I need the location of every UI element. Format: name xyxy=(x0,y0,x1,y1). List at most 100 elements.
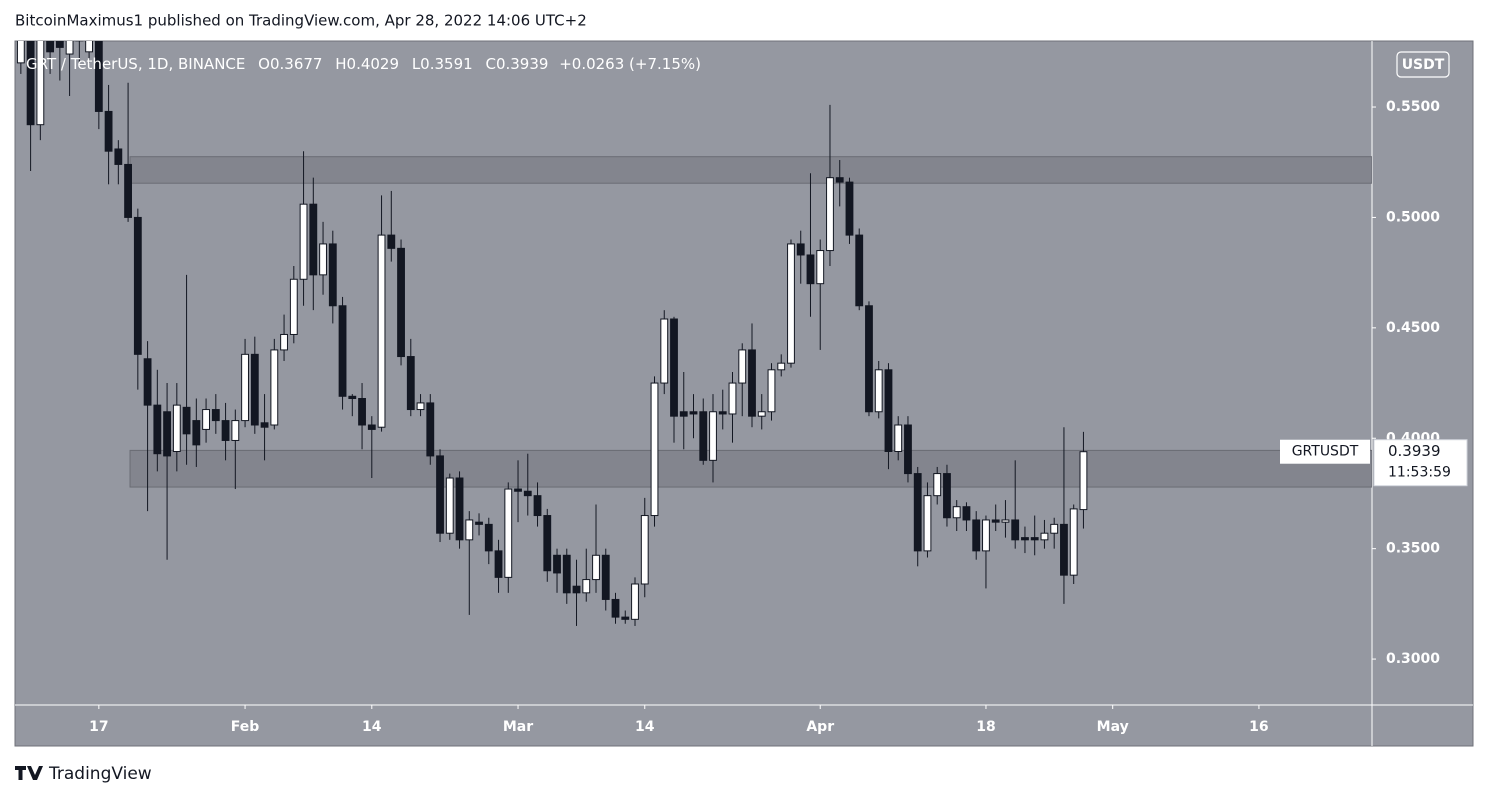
candle-body xyxy=(826,177,834,252)
candle-body xyxy=(153,404,162,455)
candle-body xyxy=(562,554,571,594)
candle-body xyxy=(406,356,415,411)
candle-body xyxy=(104,110,113,152)
price-tag-name-box xyxy=(1280,439,1370,464)
x-tick-label: 14 xyxy=(635,719,655,735)
symbol: GRT / TetherUS, 1D, BINANCE xyxy=(26,55,245,73)
candle-body xyxy=(94,41,103,112)
candle-body xyxy=(543,515,552,572)
candle-body xyxy=(202,409,210,430)
candle-body xyxy=(913,473,922,552)
y-tick-label: 0.5500 xyxy=(1386,99,1440,115)
candle-body xyxy=(933,473,942,497)
candle-body xyxy=(124,163,132,218)
candle-body xyxy=(1040,532,1049,541)
support-resistance-zone xyxy=(129,449,1372,488)
close-value: 0.3939 xyxy=(496,55,549,73)
candle-body xyxy=(621,616,630,620)
y-tick-label: 0.4500 xyxy=(1386,320,1440,336)
candle-body xyxy=(709,411,717,461)
high-value: 0.4029 xyxy=(347,55,400,73)
candle-body xyxy=(904,424,912,475)
candle-body xyxy=(358,398,366,426)
candle-body xyxy=(728,382,737,415)
candle-body xyxy=(426,402,435,457)
candle-body xyxy=(1060,523,1068,576)
candle-body xyxy=(231,420,240,441)
candle-body xyxy=(865,305,873,413)
candle-body xyxy=(1021,537,1029,541)
candle-body xyxy=(1069,508,1078,576)
candle-body xyxy=(738,349,747,384)
publisher-header: BitcoinMaximus1 published on TradingView… xyxy=(15,12,587,30)
candle-body xyxy=(85,41,94,53)
logo-icon xyxy=(15,766,43,780)
candle-body xyxy=(133,216,142,355)
candle-body xyxy=(806,254,815,285)
candle-body xyxy=(689,411,698,415)
candle-body xyxy=(192,420,201,446)
candle-body xyxy=(631,583,639,620)
candle-body xyxy=(982,519,990,552)
candle-body xyxy=(16,41,25,64)
candle-body xyxy=(972,519,981,552)
candle-body xyxy=(670,318,678,417)
candle-body xyxy=(855,234,864,307)
candle-body xyxy=(757,411,766,417)
candle-body xyxy=(514,488,522,492)
chart-background xyxy=(14,40,1474,747)
candle-body xyxy=(787,243,795,364)
x-tick-label: 16 xyxy=(1249,719,1268,735)
open-label: O xyxy=(258,55,270,73)
candle-body xyxy=(328,243,337,307)
price-tag-value: 0.3939 xyxy=(1388,442,1441,460)
candle-body xyxy=(367,424,376,430)
candle-body xyxy=(387,234,396,249)
x-tick-label: Apr xyxy=(806,719,834,735)
candle-body xyxy=(718,411,727,415)
candle-body xyxy=(1050,523,1059,534)
footer-logo: TradingView xyxy=(15,764,152,784)
candle-body xyxy=(1079,451,1088,511)
candle-body xyxy=(319,243,327,276)
candle-body xyxy=(699,411,708,461)
candle-body xyxy=(835,177,844,183)
high-label: H xyxy=(335,55,346,73)
candle-body xyxy=(1001,519,1010,523)
support-resistance-zone xyxy=(129,156,1372,184)
open-value: 0.3677 xyxy=(270,55,323,73)
currency-label[interactable]: USDT xyxy=(1402,57,1445,73)
candle-body xyxy=(816,250,825,285)
candle-body xyxy=(494,550,503,578)
candle-body xyxy=(465,519,474,541)
candle-body xyxy=(163,411,171,457)
candle-body xyxy=(309,203,318,276)
candle-body xyxy=(270,349,279,426)
change: +0.0263 (+7.15%) xyxy=(559,55,701,73)
candle-body xyxy=(416,402,425,411)
price-tag: GRTUSDT 0.3939 11:53:59 xyxy=(1280,439,1468,487)
y-tick-label: 0.3000 xyxy=(1386,651,1440,667)
candle-body xyxy=(533,495,542,517)
candle-body xyxy=(991,519,1000,523)
candle-body xyxy=(280,333,288,351)
candle-body xyxy=(484,523,493,552)
candle-body xyxy=(172,404,181,453)
price-tag-name: GRTUSDT xyxy=(1292,444,1359,460)
candle-body xyxy=(611,598,620,618)
candle-body xyxy=(777,362,786,371)
candle-body xyxy=(289,278,298,335)
candle-body xyxy=(26,41,35,126)
candle-body xyxy=(143,358,152,406)
candle-body xyxy=(796,243,805,256)
currency-badge[interactable] xyxy=(1396,51,1450,78)
candle-body xyxy=(260,422,269,428)
candle-body xyxy=(523,490,532,497)
candle-body xyxy=(640,515,649,585)
candle-body xyxy=(455,477,464,541)
candle-body xyxy=(874,369,883,413)
candle-body xyxy=(221,420,230,441)
candle-body xyxy=(592,554,600,581)
